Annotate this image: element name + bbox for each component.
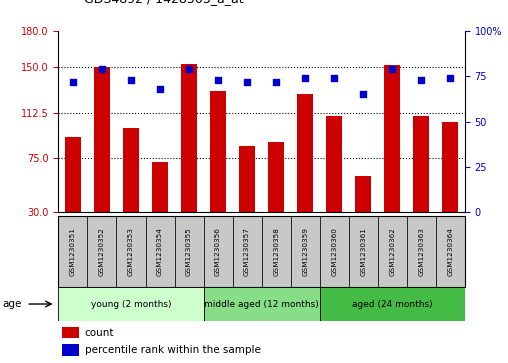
Text: GSM1230356: GSM1230356	[215, 227, 221, 276]
Text: count: count	[85, 327, 114, 338]
Bar	[145, 216, 175, 287]
Bar	[233, 216, 262, 287]
Point	[388, 66, 396, 72]
Bar	[204, 287, 320, 321]
Text: GSM1230360: GSM1230360	[331, 227, 337, 276]
Point	[446, 75, 454, 81]
Point	[417, 77, 425, 83]
Text: percentile rank within the sample: percentile rank within the sample	[85, 345, 261, 355]
Bar	[210, 91, 226, 212]
Text: GSM1230355: GSM1230355	[186, 227, 192, 276]
Text: aged (24 months): aged (24 months)	[352, 299, 432, 309]
Bar	[297, 94, 313, 212]
Bar	[87, 216, 116, 287]
Bar	[378, 216, 407, 287]
Point	[359, 91, 367, 97]
Text: GSM1230358: GSM1230358	[273, 227, 279, 276]
Bar	[175, 216, 204, 287]
Text: GSM1230351: GSM1230351	[70, 227, 76, 276]
Text: age: age	[3, 299, 22, 309]
Point	[127, 77, 135, 83]
Point	[69, 79, 77, 85]
Text: GSM1230364: GSM1230364	[448, 227, 453, 276]
Bar	[181, 64, 197, 212]
Point	[185, 66, 193, 72]
Bar	[123, 128, 139, 212]
Text: GSM1230363: GSM1230363	[418, 227, 424, 276]
Bar	[326, 115, 342, 212]
Bar	[291, 216, 320, 287]
Point	[301, 75, 309, 81]
Bar	[268, 142, 284, 212]
Text: GSM1230361: GSM1230361	[360, 227, 366, 276]
Bar	[436, 216, 465, 287]
Text: GSM1230362: GSM1230362	[389, 227, 395, 276]
Bar	[442, 122, 458, 212]
Bar	[355, 176, 371, 212]
Bar	[116, 216, 145, 287]
Bar	[94, 67, 110, 212]
Bar	[414, 115, 429, 212]
Bar	[58, 216, 87, 287]
Text: GSM1230353: GSM1230353	[128, 227, 134, 276]
Text: GSM1230352: GSM1230352	[99, 227, 105, 276]
Text: GDS4892 / 1428503_a_at: GDS4892 / 1428503_a_at	[84, 0, 243, 5]
Text: GSM1230354: GSM1230354	[157, 227, 163, 276]
Bar	[320, 287, 465, 321]
Bar	[152, 162, 168, 212]
Point	[272, 79, 280, 85]
Bar	[407, 216, 436, 287]
Bar	[62, 344, 79, 356]
Bar	[262, 216, 291, 287]
Bar	[62, 327, 79, 338]
Point	[214, 77, 222, 83]
Text: young (2 months): young (2 months)	[91, 299, 171, 309]
Text: GSM1230357: GSM1230357	[244, 227, 250, 276]
Bar	[348, 216, 378, 287]
Bar	[65, 137, 81, 212]
Point	[98, 66, 106, 72]
Point	[156, 86, 164, 92]
Point	[243, 79, 251, 85]
Text: GSM1230359: GSM1230359	[302, 227, 308, 276]
Bar	[204, 216, 233, 287]
Bar	[239, 146, 255, 212]
Text: middle aged (12 months): middle aged (12 months)	[204, 299, 319, 309]
Bar	[58, 287, 204, 321]
Bar	[384, 65, 400, 212]
Bar	[320, 216, 348, 287]
Point	[330, 75, 338, 81]
